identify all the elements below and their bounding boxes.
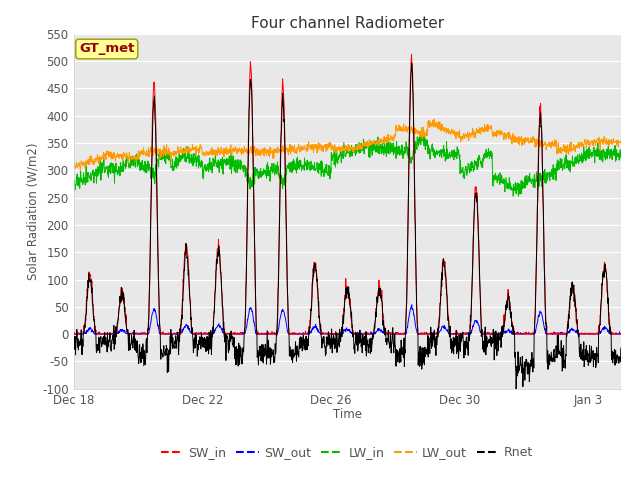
- Text: GT_met: GT_met: [79, 42, 134, 56]
- Rnet: [408, 60, 415, 66]
- LW_out: [380, 136, 387, 142]
- LW_out: [171, 149, 179, 155]
- SW_in: [355, 331, 363, 337]
- Line: SW_out: SW_out: [74, 305, 621, 334]
- Rnet: [508, 319, 515, 325]
- SW_out: [380, 328, 387, 334]
- LW_in: [617, 155, 625, 161]
- SW_in: [70, 331, 77, 337]
- Line: LW_out: LW_out: [74, 119, 621, 171]
- Rnet: [161, 352, 168, 358]
- Y-axis label: Solar Radiation (W/m2): Solar Radiation (W/m2): [26, 143, 39, 280]
- SW_in: [408, 51, 415, 57]
- SW_in: [325, 331, 333, 337]
- LW_out: [77, 168, 84, 174]
- SW_in: [171, 331, 179, 337]
- Rnet: [325, 339, 333, 345]
- LW_in: [380, 144, 387, 150]
- Line: SW_in: SW_in: [74, 54, 621, 334]
- SW_in: [508, 318, 515, 324]
- Rnet: [171, 338, 179, 344]
- LW_out: [430, 116, 438, 122]
- SW_out: [171, 331, 179, 337]
- SW_out: [355, 330, 363, 336]
- LW_in: [161, 158, 168, 164]
- SW_out: [325, 331, 333, 337]
- SW_out: [508, 331, 515, 336]
- SW_out: [408, 302, 415, 308]
- Rnet: [617, 345, 625, 351]
- SW_out: [617, 331, 625, 337]
- LW_out: [325, 144, 333, 150]
- SW_out: [70, 331, 77, 337]
- LW_in: [171, 158, 179, 164]
- LW_in: [509, 193, 517, 199]
- Title: Four channel Radiometer: Four channel Radiometer: [251, 16, 444, 31]
- LW_in: [70, 178, 77, 183]
- Rnet: [70, 345, 77, 351]
- LW_out: [70, 160, 77, 166]
- LW_out: [355, 142, 363, 148]
- LW_out: [508, 141, 516, 147]
- LW_in: [355, 140, 363, 145]
- Line: Rnet: Rnet: [74, 63, 621, 389]
- X-axis label: Time: Time: [333, 408, 362, 421]
- Line: LW_in: LW_in: [74, 133, 621, 196]
- Legend: SW_in, SW_out, LW_in, LW_out, Rnet: SW_in, SW_out, LW_in, LW_out, Rnet: [156, 441, 538, 464]
- SW_out: [161, 331, 168, 337]
- SW_in: [161, 331, 168, 337]
- SW_in: [380, 311, 387, 317]
- SW_in: [617, 331, 625, 337]
- Rnet: [380, 318, 387, 324]
- Rnet: [355, 330, 363, 336]
- Rnet: [512, 386, 520, 392]
- LW_out: [617, 140, 625, 145]
- LW_in: [325, 167, 333, 173]
- LW_in: [421, 131, 429, 136]
- LW_in: [508, 184, 515, 190]
- LW_out: [161, 151, 169, 157]
